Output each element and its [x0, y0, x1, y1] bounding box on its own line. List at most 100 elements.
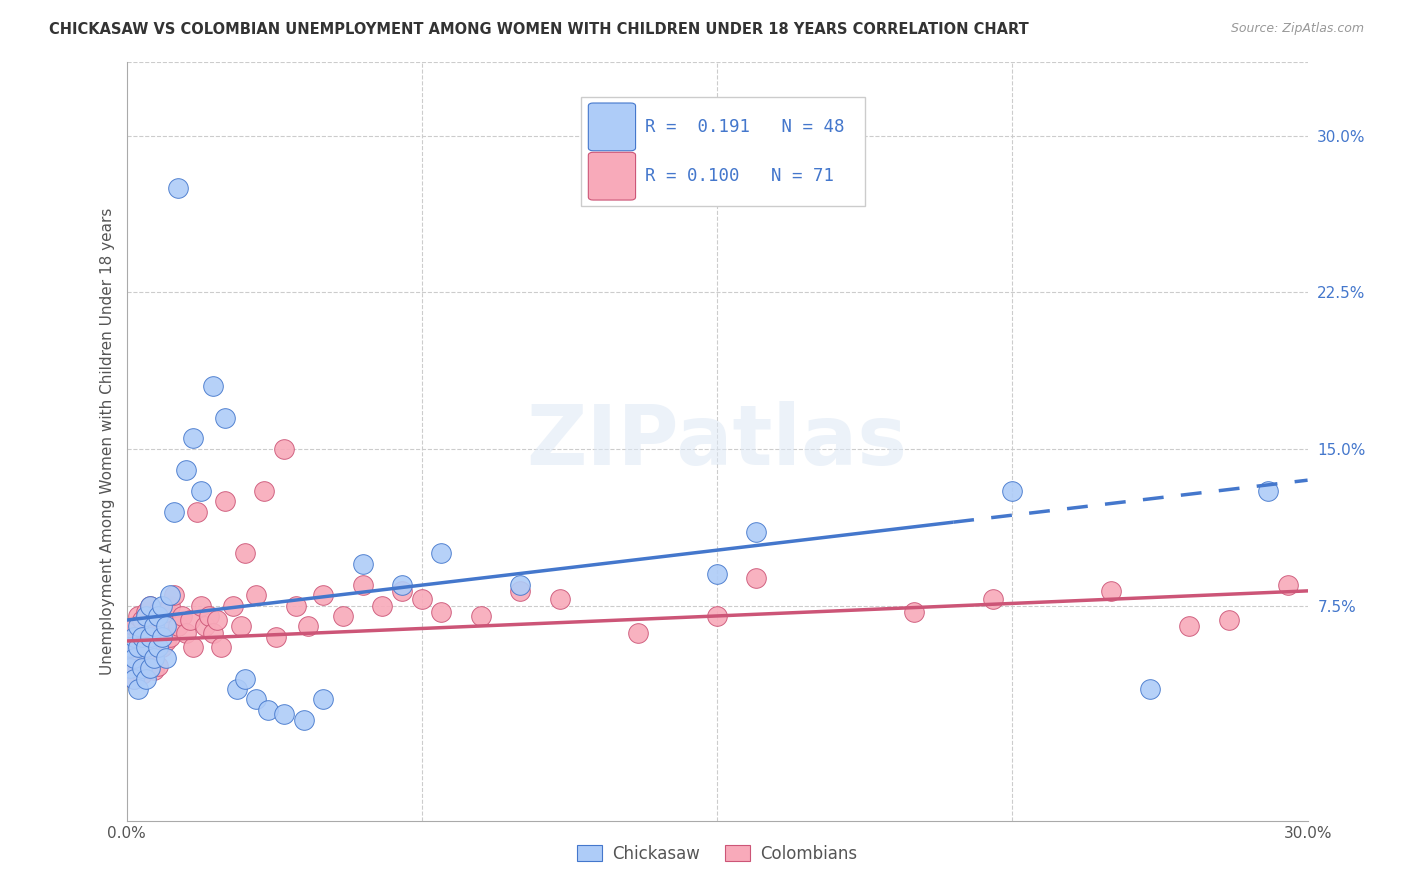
Point [150, 613, 173, 627]
Point [430, 546, 453, 560]
Point [155, 605, 177, 619]
Legend: Chickasaw, Colombians: Chickasaw, Colombians [571, 838, 863, 869]
Point [124, 672, 146, 686]
Point [903, 605, 925, 619]
Point [135, 640, 157, 655]
FancyBboxPatch shape [581, 96, 865, 207]
Point [150, 599, 173, 613]
Point [257, 703, 280, 717]
Point [150, 630, 173, 644]
Point [127, 681, 149, 696]
Point [174, 463, 197, 477]
Point [150, 640, 173, 655]
Point [214, 494, 236, 508]
Point [1001, 483, 1024, 498]
Point [205, 613, 228, 627]
Point [202, 379, 225, 393]
Point [981, 592, 1004, 607]
Point [273, 707, 295, 722]
Text: R =  0.191   N = 48: R = 0.191 N = 48 [645, 118, 845, 136]
Point [127, 640, 149, 655]
Point [143, 619, 166, 633]
Point [139, 625, 162, 640]
Point [120, 661, 142, 675]
Point [229, 619, 252, 633]
Point [120, 640, 142, 655]
Point [1218, 613, 1240, 627]
Point [233, 546, 256, 560]
Point [131, 661, 153, 675]
Point [139, 599, 162, 613]
Text: CHICKASAW VS COLOMBIAN UNEMPLOYMENT AMONG WOMEN WITH CHILDREN UNDER 18 YEARS COR: CHICKASAW VS COLOMBIAN UNEMPLOYMENT AMON… [49, 22, 1029, 37]
Point [159, 588, 181, 602]
Point [159, 599, 181, 613]
Point [548, 592, 571, 607]
Point [166, 180, 188, 194]
Point [209, 640, 232, 655]
Point [297, 619, 319, 633]
Point [139, 599, 162, 613]
Point [166, 619, 188, 633]
Point [332, 609, 354, 624]
Point [225, 681, 247, 696]
Point [1277, 577, 1299, 591]
Point [292, 714, 315, 728]
Point [127, 619, 149, 633]
Point [146, 659, 169, 673]
Point [179, 613, 201, 627]
Point [627, 625, 650, 640]
Point [264, 630, 287, 644]
Point [222, 599, 245, 613]
FancyBboxPatch shape [588, 153, 636, 200]
Point [352, 577, 374, 591]
Point [146, 609, 169, 624]
Point [163, 588, 186, 602]
Point [186, 504, 208, 518]
Point [143, 650, 166, 665]
Point [411, 592, 433, 607]
FancyBboxPatch shape [588, 103, 636, 151]
Point [139, 630, 162, 644]
Point [159, 630, 181, 644]
Point [131, 667, 153, 681]
Point [135, 630, 157, 644]
Point [131, 630, 153, 644]
Point [131, 613, 153, 627]
Point [155, 619, 177, 633]
Point [124, 640, 146, 655]
Point [312, 692, 335, 706]
Point [470, 609, 492, 624]
Point [245, 588, 267, 602]
Point [139, 661, 162, 675]
Point [163, 504, 186, 518]
Point [127, 630, 149, 644]
Point [124, 630, 146, 644]
Point [194, 619, 217, 633]
Point [124, 619, 146, 633]
Point [391, 583, 413, 598]
Point [139, 655, 162, 669]
Point [190, 483, 212, 498]
Point [214, 410, 236, 425]
Point [253, 483, 276, 498]
Point [183, 640, 205, 655]
Text: Source: ZipAtlas.com: Source: ZipAtlas.com [1230, 22, 1364, 36]
Point [233, 672, 256, 686]
Point [143, 663, 166, 677]
Point [120, 640, 142, 655]
Point [391, 577, 413, 591]
Point [120, 661, 142, 675]
Point [143, 609, 166, 624]
Y-axis label: Unemployment Among Women with Children Under 18 years: Unemployment Among Women with Children U… [100, 208, 115, 675]
Point [127, 609, 149, 624]
Point [509, 577, 531, 591]
Point [124, 650, 146, 665]
Point [245, 692, 267, 706]
Point [183, 431, 205, 445]
Point [1178, 619, 1201, 633]
Point [745, 571, 768, 585]
Point [135, 609, 157, 624]
Text: R = 0.100   N = 71: R = 0.100 N = 71 [645, 167, 834, 186]
Text: ZIPatlas: ZIPatlas [527, 401, 907, 482]
Point [146, 605, 169, 619]
